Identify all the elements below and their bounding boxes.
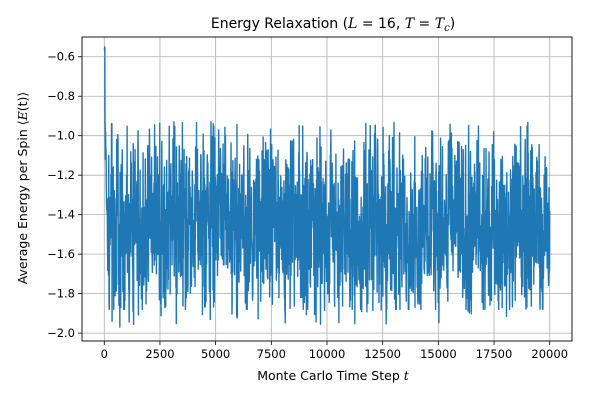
y-tick-label: −2.0 — [47, 326, 75, 340]
series-layer — [103, 46, 551, 328]
chart-title: Energy Relaxation (L = 16, T = Tc) — [211, 16, 455, 34]
x-tick-label: 17500 — [476, 347, 513, 361]
y-tick-label: −0.8 — [47, 89, 75, 103]
y-tick-label: −0.6 — [47, 50, 75, 64]
x-tick-label: 5000 — [201, 347, 230, 361]
x-tick-label: 7500 — [257, 347, 286, 361]
energy-series-line — [103, 46, 551, 328]
y-tick-label: −1.4 — [47, 208, 75, 222]
x-tick-label: 10000 — [309, 347, 346, 361]
x-tick-label: 15000 — [420, 347, 457, 361]
y-tick-label: −1.6 — [47, 247, 75, 261]
y-axis-label: Average Energy per Spin ⟨E(t)⟩ — [15, 92, 30, 285]
y-tick-label: −1.8 — [47, 287, 75, 301]
x-axis-ticks: 0 2500 5000 7500 10000 12500 15000 17500 20000 — [101, 341, 568, 361]
y-tick-label: −1.0 — [47, 129, 75, 143]
y-tick-label: −1.2 — [47, 168, 75, 182]
x-tick-label: 12500 — [364, 347, 401, 361]
x-tick-label: 2500 — [145, 347, 174, 361]
x-axis-label: Monte Carlo Time Step t — [257, 368, 410, 383]
y-axis-ticks: −2.0 −1.8 −1.6 −1.4 −1.2 −1.0 −0.8 −0.6 — [47, 50, 82, 340]
x-tick-label: 0 — [101, 347, 108, 361]
x-tick-label: 20000 — [531, 347, 568, 361]
